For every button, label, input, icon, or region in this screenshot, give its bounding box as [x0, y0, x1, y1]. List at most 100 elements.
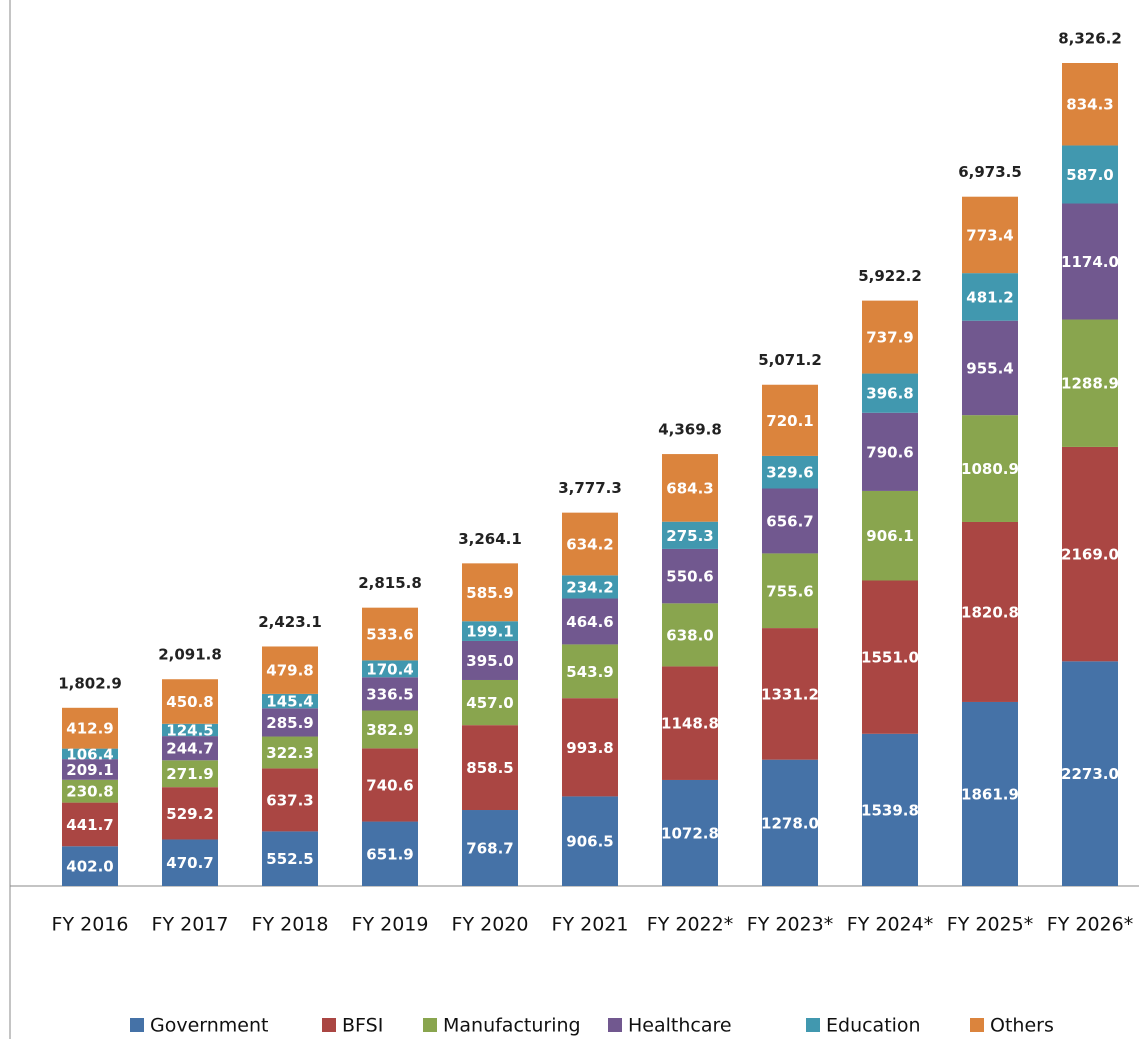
bar-segment — [262, 646, 318, 694]
bar-segment — [662, 548, 718, 604]
bar-segment — [362, 748, 418, 822]
segment-label: 637.3 — [266, 791, 313, 809]
bar-segment — [262, 736, 318, 769]
segment-label: 244.7 — [166, 740, 213, 758]
total-label: 6,973.5 — [958, 163, 1022, 181]
bar-segment — [662, 454, 718, 522]
segment-label: 271.9 — [166, 765, 213, 783]
bar-segment — [1062, 661, 1118, 886]
bar-segment — [62, 846, 118, 886]
legend-label: Government — [150, 1015, 269, 1037]
bar-segment — [562, 512, 618, 576]
segment-label: 2169.0 — [1061, 546, 1119, 564]
bar-segment — [262, 768, 318, 832]
bar-segment — [362, 660, 418, 678]
legend-swatch — [608, 1018, 622, 1032]
bar-segment — [62, 707, 118, 749]
total-label: 2,815.8 — [358, 574, 422, 592]
bar-segment — [662, 603, 718, 667]
segment-label: 412.9 — [66, 720, 113, 738]
bar-segment — [662, 666, 718, 780]
segment-label: 209.1 — [66, 761, 113, 779]
total-label: 8,326.2 — [1058, 30, 1122, 48]
segment-label: 402.0 — [66, 858, 113, 876]
x-tick-label: FY 2022* — [647, 914, 733, 936]
total-label: 2,091.8 — [158, 646, 222, 664]
segment-label: 638.0 — [666, 626, 713, 644]
segment-label: 106.4 — [66, 745, 113, 763]
x-tick-label: FY 2023* — [747, 914, 833, 936]
bar-segment — [1062, 145, 1118, 204]
bar-segment — [462, 810, 518, 886]
segment-label: 1539.8 — [861, 801, 919, 819]
segment-label: 396.8 — [866, 385, 913, 403]
segment-label: 124.5 — [166, 721, 213, 739]
x-tick-label: FY 2016 — [52, 914, 129, 936]
bar-segment — [762, 455, 818, 489]
bar-segment — [862, 373, 918, 413]
segment-label: 1288.9 — [1061, 375, 1119, 393]
bar-segment — [62, 779, 118, 803]
segment-label: 993.8 — [566, 739, 613, 757]
segment-label: 285.9 — [266, 714, 313, 732]
segment-label: 543.9 — [566, 663, 613, 681]
segment-label: 906.1 — [866, 527, 913, 545]
segment-label: 550.6 — [666, 568, 713, 586]
bar-segment — [1062, 63, 1118, 146]
bar-segment — [862, 733, 918, 886]
bar-segment — [462, 725, 518, 811]
legend-label: Healthcare — [628, 1015, 732, 1037]
segment-label: 906.5 — [566, 833, 613, 851]
segment-label: 322.3 — [266, 744, 313, 762]
total-label: 5,922.2 — [858, 267, 922, 285]
bar-segment — [462, 563, 518, 622]
legend-swatch — [970, 1018, 984, 1032]
segment-label: 587.0 — [1066, 166, 1113, 184]
bar-segment — [162, 736, 218, 761]
bar-segment — [62, 802, 118, 847]
bar-segment — [462, 640, 518, 680]
segment-label: 634.2 — [566, 535, 613, 553]
bar-segment — [962, 196, 1018, 274]
bar-segment — [162, 839, 218, 886]
bar-segment — [562, 644, 618, 699]
bar-segment — [562, 598, 618, 645]
legend-swatch — [130, 1018, 144, 1032]
segment-label: 336.5 — [366, 685, 413, 703]
total-label: 2,423.1 — [258, 613, 322, 631]
bar-segment — [762, 759, 818, 886]
segment-label: 1278.0 — [761, 814, 819, 832]
bar-segment — [862, 490, 918, 581]
bar-segment — [1062, 319, 1118, 447]
segment-label: 234.2 — [566, 578, 613, 596]
legend-label: Others — [990, 1015, 1054, 1037]
bar-segment — [862, 300, 918, 374]
segment-label: 1080.9 — [961, 460, 1019, 478]
bar-segment — [762, 384, 818, 456]
segment-label: 858.5 — [466, 759, 513, 777]
bar-segment — [762, 553, 818, 629]
segment-label: 1551.0 — [861, 649, 919, 667]
bar-segment — [362, 710, 418, 749]
bar-segment — [162, 723, 218, 737]
bar-segment — [262, 693, 318, 709]
bar-segment — [962, 273, 1018, 321]
segment-label: 533.6 — [366, 626, 413, 644]
bar-segment — [162, 760, 218, 788]
total-label: 3,777.3 — [558, 479, 622, 497]
x-tick-label: FY 2020 — [452, 914, 529, 936]
segment-label: 170.4 — [366, 660, 413, 678]
bar-segment — [762, 628, 818, 760]
segment-label: 470.7 — [166, 854, 213, 872]
bar-segment — [62, 759, 118, 780]
bar-segment — [462, 621, 518, 641]
x-tick-label: FY 2017 — [152, 914, 229, 936]
segment-label: 450.8 — [166, 693, 213, 711]
bar-segment — [862, 412, 918, 491]
bar-segment — [762, 488, 818, 554]
segment-label: 651.9 — [366, 845, 413, 863]
segment-label: 230.8 — [66, 783, 113, 801]
segment-label: 1174.0 — [1061, 253, 1119, 271]
segment-label: 1072.8 — [661, 824, 719, 842]
